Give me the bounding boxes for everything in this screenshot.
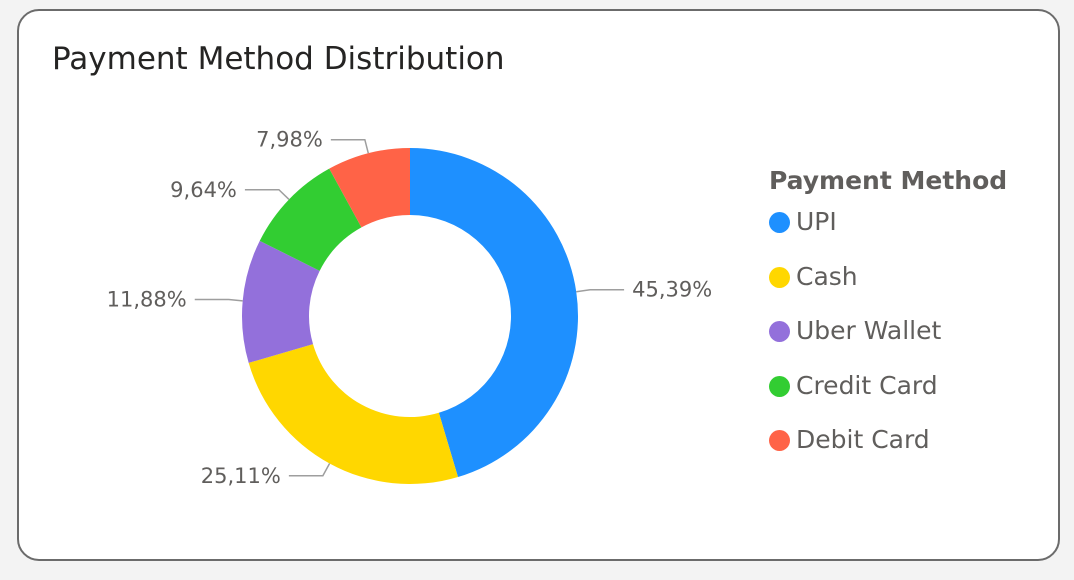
leader-line-uber-wallet bbox=[194, 298, 243, 302]
leader-line-upi bbox=[576, 288, 625, 293]
leader-line-cash bbox=[288, 463, 331, 477]
legend-label: UPI bbox=[796, 207, 837, 236]
legend-label: Cash bbox=[796, 261, 858, 291]
donut-slice-debit-card[interactable] bbox=[329, 148, 410, 228]
data-label-uber-wallet: 11,88% bbox=[107, 288, 187, 312]
legend-label: Debit Card bbox=[796, 425, 930, 454]
legend-title: Payment Method bbox=[769, 166, 1008, 195]
legend-item-cash[interactable]: Cash bbox=[769, 262, 1007, 317]
donut-slice-uber-wallet[interactable] bbox=[242, 240, 320, 363]
chart-card: Payment Method Distribution 45,39% 25,11%… bbox=[17, 9, 1060, 561]
data-label-credit-card: 9,64% bbox=[170, 178, 237, 202]
leader-line-debit-card bbox=[330, 138, 370, 154]
legend-swatch bbox=[769, 430, 790, 451]
legend-swatch bbox=[769, 266, 790, 288]
legend-label: Credit Card bbox=[796, 370, 938, 400]
donut-slice-credit-card[interactable] bbox=[259, 168, 362, 271]
donut-chart: 45,39% 25,11% 11,88% 9,64% 7,98% bbox=[107, 128, 713, 488]
legend: Payment Method UPI Cash Uber Wallet Credit … bbox=[769, 166, 1007, 480]
legend-label: Uber Wallet bbox=[796, 316, 942, 345]
chart-title: Payment Method Distribution bbox=[52, 41, 505, 77]
legend-item-upi[interactable]: UPI bbox=[769, 207, 1007, 262]
donut-slice-cash[interactable] bbox=[248, 344, 458, 485]
legend-item-uber-wallet[interactable]: Uber Wallet bbox=[769, 316, 1007, 371]
data-label-upi: 45,39% bbox=[632, 278, 712, 302]
legend-item-debit-card[interactable]: Debit Card bbox=[769, 425, 1007, 480]
legend-swatch bbox=[769, 321, 790, 342]
legend-item-credit-card[interactable]: Credit Card bbox=[769, 371, 1007, 426]
donut-slice-upi[interactable] bbox=[410, 148, 579, 478]
legend-swatch bbox=[769, 212, 790, 233]
legend-swatch bbox=[769, 375, 790, 397]
data-label-cash: 25,11% bbox=[201, 464, 281, 488]
leader-line-credit-card bbox=[244, 189, 290, 201]
data-label-debit-card: 7,98% bbox=[256, 128, 323, 152]
